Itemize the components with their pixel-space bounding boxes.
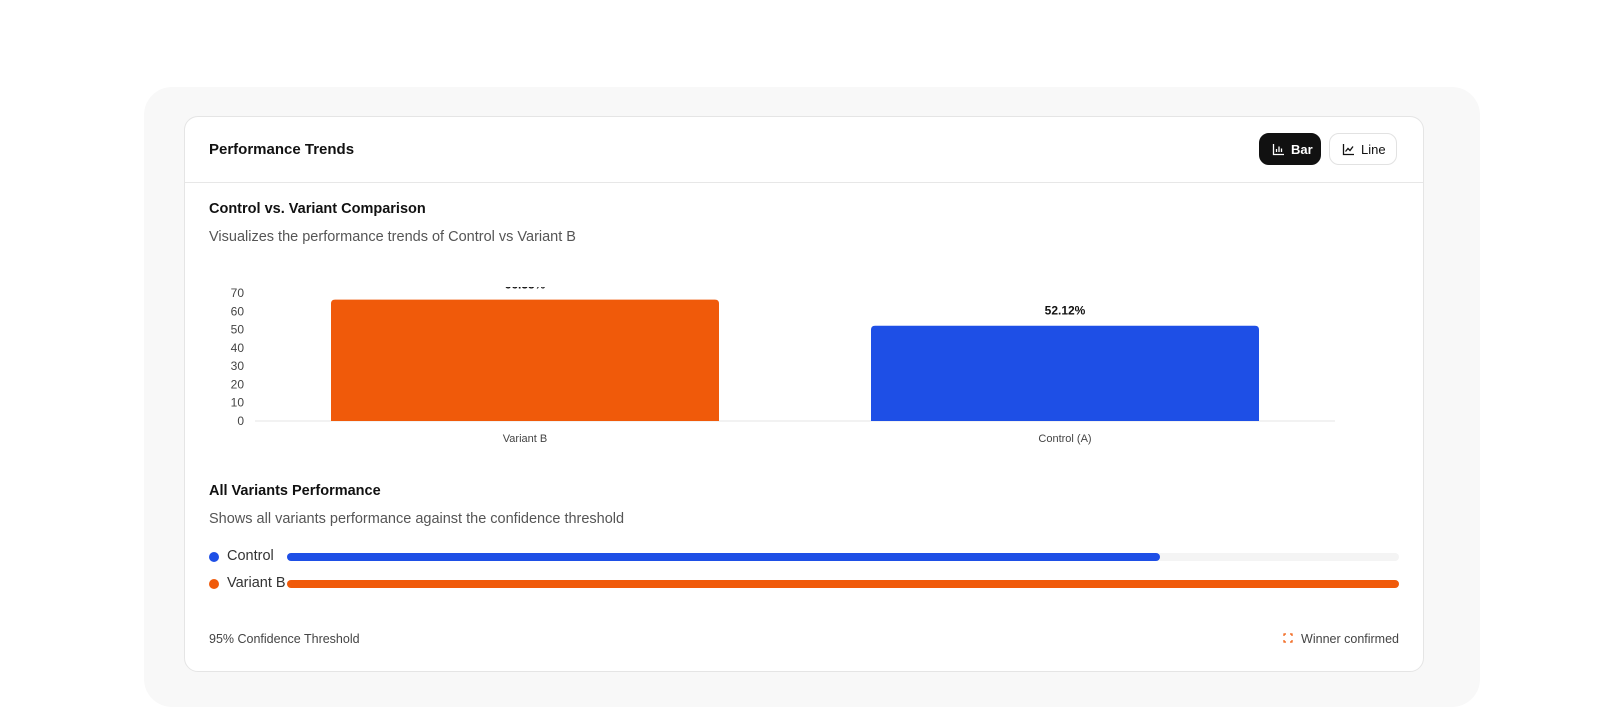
comparison-chart: 0 10 20 30 40 50 60 70 66.35% Variant B 52.12% Cont… [185, 287, 1423, 487]
y-tick-label: 70 [231, 287, 245, 300]
progress-track-variant-b [287, 580, 1399, 588]
bar-chart-icon [1272, 143, 1285, 156]
bar [331, 299, 719, 421]
y-tick-label: 30 [231, 359, 245, 373]
y-tick-label: 60 [231, 304, 245, 318]
control-dot [209, 552, 219, 562]
bar-chart: 0 10 20 30 40 50 60 70 66.35% Variant B 52.12% Cont… [231, 287, 1335, 445]
bar-data-label: 52.12% [1045, 304, 1086, 318]
bar-data-label: 66.35% [505, 287, 546, 292]
card-header: Performance Trends Bar Line [185, 117, 1423, 183]
variant-b-dot [209, 579, 219, 589]
all-variants-title: All Variants Performance [209, 483, 381, 499]
line-chart-icon [1342, 143, 1355, 156]
y-tick-label: 20 [231, 377, 245, 391]
card-title: Performance Trends [209, 141, 355, 158]
progress-label-variant-b: Variant B [227, 575, 286, 591]
progress-label-control: Control [227, 548, 274, 564]
progress-row-control: Control [209, 547, 1399, 567]
line-view-button[interactable]: Line [1329, 133, 1397, 165]
y-tick-label: 10 [231, 396, 245, 410]
bar [871, 325, 1259, 421]
x-tick-label: Control (A) [1038, 433, 1091, 445]
progress-track-control [287, 553, 1399, 561]
winner-status-label: Winner confirmed [1301, 632, 1399, 646]
comparison-title: Control vs. Variant Comparison [209, 201, 426, 217]
progress-row-variant-b: Variant B [209, 574, 1399, 594]
target-icon [1283, 632, 1293, 646]
progress-fill-control [287, 553, 1160, 561]
y-tick-label: 50 [231, 323, 245, 337]
performance-card: Performance Trends Bar Line Control vs. … [184, 116, 1424, 672]
winner-status: Winner confirmed [1283, 632, 1399, 646]
y-tick-label: 0 [237, 414, 244, 428]
bar-view-label: Bar [1291, 141, 1313, 157]
comparison-description: Visualizes the performance trends of Con… [209, 229, 576, 245]
bar-view-button[interactable]: Bar [1259, 133, 1321, 165]
progress-fill-variant-b [287, 580, 1399, 588]
line-view-label: Line [1361, 141, 1386, 157]
all-variants-description: Shows all variants performance against t… [209, 511, 625, 527]
confidence-threshold-label: 95% Confidence Threshold [209, 632, 360, 646]
x-tick-label: Variant B [503, 433, 547, 445]
y-tick-label: 40 [231, 341, 245, 355]
